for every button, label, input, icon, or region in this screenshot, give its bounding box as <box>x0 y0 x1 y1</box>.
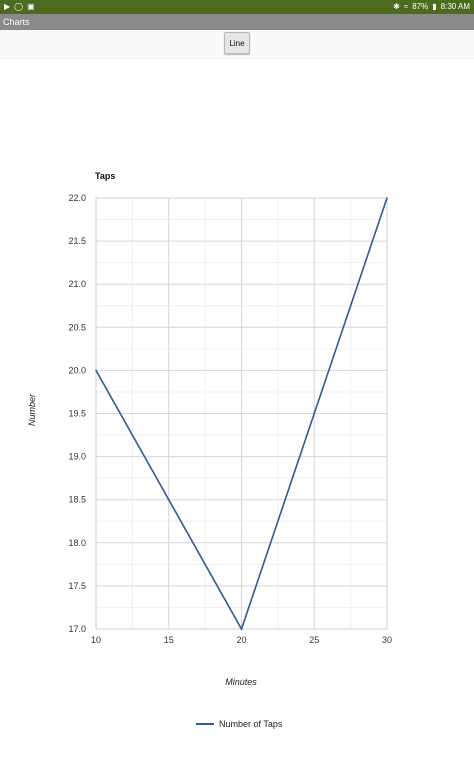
status-system: ✱ ≈ 87% ▮ 8:30 AM <box>393 2 470 12</box>
x-tick-label: 25 <box>309 635 319 645</box>
y-tick-label: 22.0 <box>68 193 86 203</box>
x-tick-label: 30 <box>382 635 392 645</box>
data-point <box>240 628 243 630</box>
chart-legend: Number of Taps <box>196 719 282 729</box>
shield-icon: ◯ <box>14 2 24 11</box>
x-tick-label: 10 <box>91 635 101 645</box>
y-tick-label: 20.0 <box>68 365 86 375</box>
status-bar: ▶ ◯ ▣ ✱ ≈ 87% ▮ 8:30 AM <box>0 0 474 14</box>
clock-time: 8:30 AM <box>440 2 470 11</box>
x-axis-label: Minutes <box>225 677 257 687</box>
wifi-icon: ≈ <box>403 2 409 11</box>
data-point <box>95 369 97 372</box>
app-title: Charts <box>3 17 30 27</box>
legend-label: Number of Taps <box>219 719 283 729</box>
y-tick-label: 19.5 <box>68 409 86 419</box>
battery-percent: 87% <box>412 2 429 11</box>
toolbar: Line <box>0 30 474 59</box>
y-tick-label: 21.0 <box>68 279 86 289</box>
y-tick-label: 21.5 <box>68 236 86 246</box>
app-title-bar: Charts <box>0 14 474 30</box>
line-chart-button[interactable]: Line <box>224 32 250 54</box>
bluetooth-icon: ✱ <box>393 2 400 11</box>
status-notifications: ▶ ◯ ▣ <box>4 2 35 12</box>
play-icon: ▶ <box>4 2 11 11</box>
y-tick-label: 17.0 <box>68 624 86 634</box>
data-point <box>386 197 388 199</box>
battery-icon: ▮ <box>432 2 437 11</box>
x-tick-label: 20 <box>236 635 246 645</box>
y-axis-label: Number <box>27 394 37 427</box>
legend-swatch <box>196 723 214 725</box>
y-tick-label: 18.0 <box>68 538 86 548</box>
y-tick-label: 18.5 <box>68 495 86 505</box>
image-icon: ▣ <box>27 2 35 11</box>
x-tick-label: 15 <box>164 635 174 645</box>
y-tick-label: 20.5 <box>68 322 86 332</box>
chart-title: Taps <box>95 171 116 181</box>
y-tick-label: 19.0 <box>68 452 86 462</box>
y-tick-label: 17.5 <box>68 581 86 591</box>
